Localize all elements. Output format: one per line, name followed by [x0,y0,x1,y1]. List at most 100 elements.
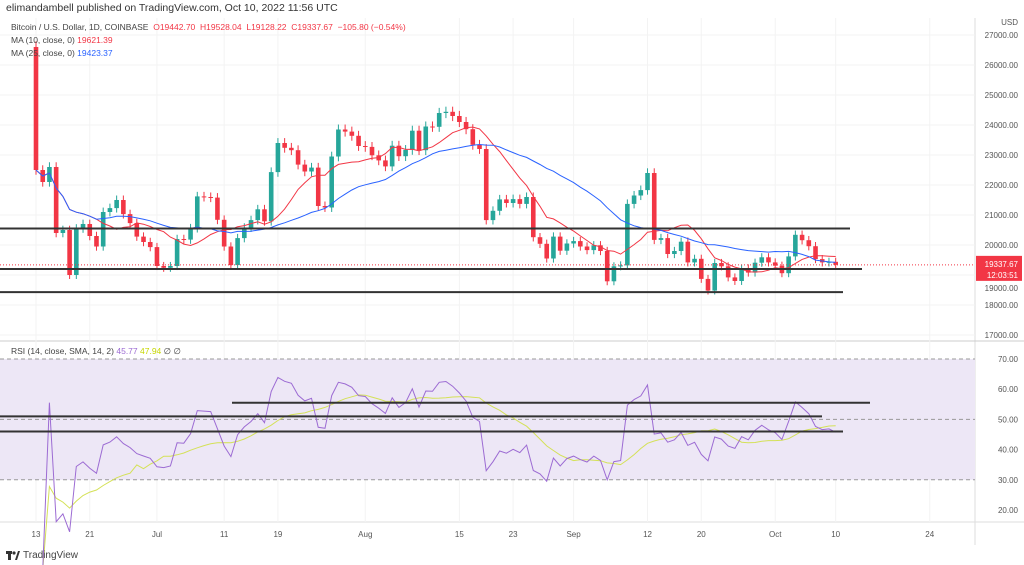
candle [712,263,718,291]
rsi-value: 45.77 [116,346,138,356]
low-value: L19128.22 [246,22,287,32]
candle [618,265,623,267]
time-tick-label: 19 [273,530,282,539]
rsi-label: RSI (14, close, SMA, 14, 2) [11,346,114,356]
candle [504,199,509,203]
candle [342,129,348,132]
candle [47,167,52,182]
price-tick-label: 26000.00 [985,61,1019,70]
candle [188,228,193,240]
currency-label: USD [1001,18,1018,27]
tradingview-logo[interactable]: TradingView [6,550,78,561]
change-value: −105.80 (−0.54%) [337,22,406,32]
candle [813,246,818,260]
candle [410,130,415,150]
candle [611,266,617,282]
candle [147,242,153,248]
ma10-value: 19621.39 [77,35,113,45]
candle [450,111,455,116]
rsi-tick-label: 30.00 [998,476,1019,485]
rsi-tick-label: 20.00 [998,506,1019,515]
candle [282,143,287,148]
candle [463,122,469,130]
candle [739,268,744,281]
candle [658,238,664,240]
candle [289,147,294,151]
ma10-legend[interactable]: MA (10, close, 0) 19621.39 [11,35,113,45]
time-tick-label: 11 [220,530,229,539]
close-value: C19337.67 [291,22,333,32]
candle [719,263,724,267]
candle [564,243,570,251]
high-value: H19528.04 [200,22,242,32]
candle [369,146,375,156]
rsi-legend[interactable]: RSI (14, close, SMA, 14, 2) 45.77 47.94 … [11,346,181,357]
time-tick-label: Oct [769,530,782,539]
candle [268,172,274,222]
candle [356,135,361,146]
rsi-tick-label: 70.00 [998,355,1019,364]
candle [87,224,93,236]
candle [571,241,576,244]
price-tick-label: 18000.00 [985,301,1019,310]
candle [242,227,247,239]
candle [309,167,314,172]
candle [483,149,489,221]
candle [302,164,308,172]
candle [685,241,691,263]
price-tag-value: 19337.67 [985,260,1019,269]
candle [470,129,476,145]
candle [510,199,516,203]
open-value: O19442.70 [153,22,196,32]
candle [517,199,523,204]
price-tick-label: 25000.00 [985,91,1019,100]
candle [557,236,563,251]
rsi-line [42,376,836,565]
candle [275,143,281,173]
candle [772,262,778,266]
candle [665,238,670,254]
candle [389,145,395,167]
time-tick-label: 10 [831,530,840,539]
candle [201,196,207,198]
candle [598,245,603,251]
candle [584,246,590,251]
candle [53,167,59,233]
candle [141,236,146,242]
candle [490,210,496,221]
time-tick-label: 13 [32,530,41,539]
time-tick-label: Aug [358,530,372,539]
candle [423,126,429,151]
rsi-tick-label: 50.00 [998,415,1019,424]
candle [786,256,791,274]
price-tick-label: 24000.00 [985,121,1019,130]
time-tick-label: 20 [697,530,706,539]
candle [134,223,140,237]
candle [746,268,751,273]
candle [215,197,220,220]
candle [181,239,187,240]
price-tag-countdown: 12:03:51 [987,271,1019,280]
candle [524,197,529,204]
candle [228,246,234,266]
candle [174,239,180,266]
candle [497,199,502,211]
candle [651,173,657,240]
candle [235,238,240,266]
candle [114,200,119,209]
ma25-legend[interactable]: MA (25, close, 0) 19423.37 [11,48,113,58]
candle [457,116,462,122]
candle [33,47,39,170]
candle [530,197,536,238]
candle [322,206,328,208]
candle [315,167,321,206]
tradingview-logo-icon [6,551,20,560]
candle [168,266,173,268]
candle [336,129,341,157]
candle [416,130,422,151]
candle [806,240,812,247]
candle [604,251,610,282]
time-tick-label: 21 [85,530,94,539]
time-tick-label: 24 [925,530,934,539]
